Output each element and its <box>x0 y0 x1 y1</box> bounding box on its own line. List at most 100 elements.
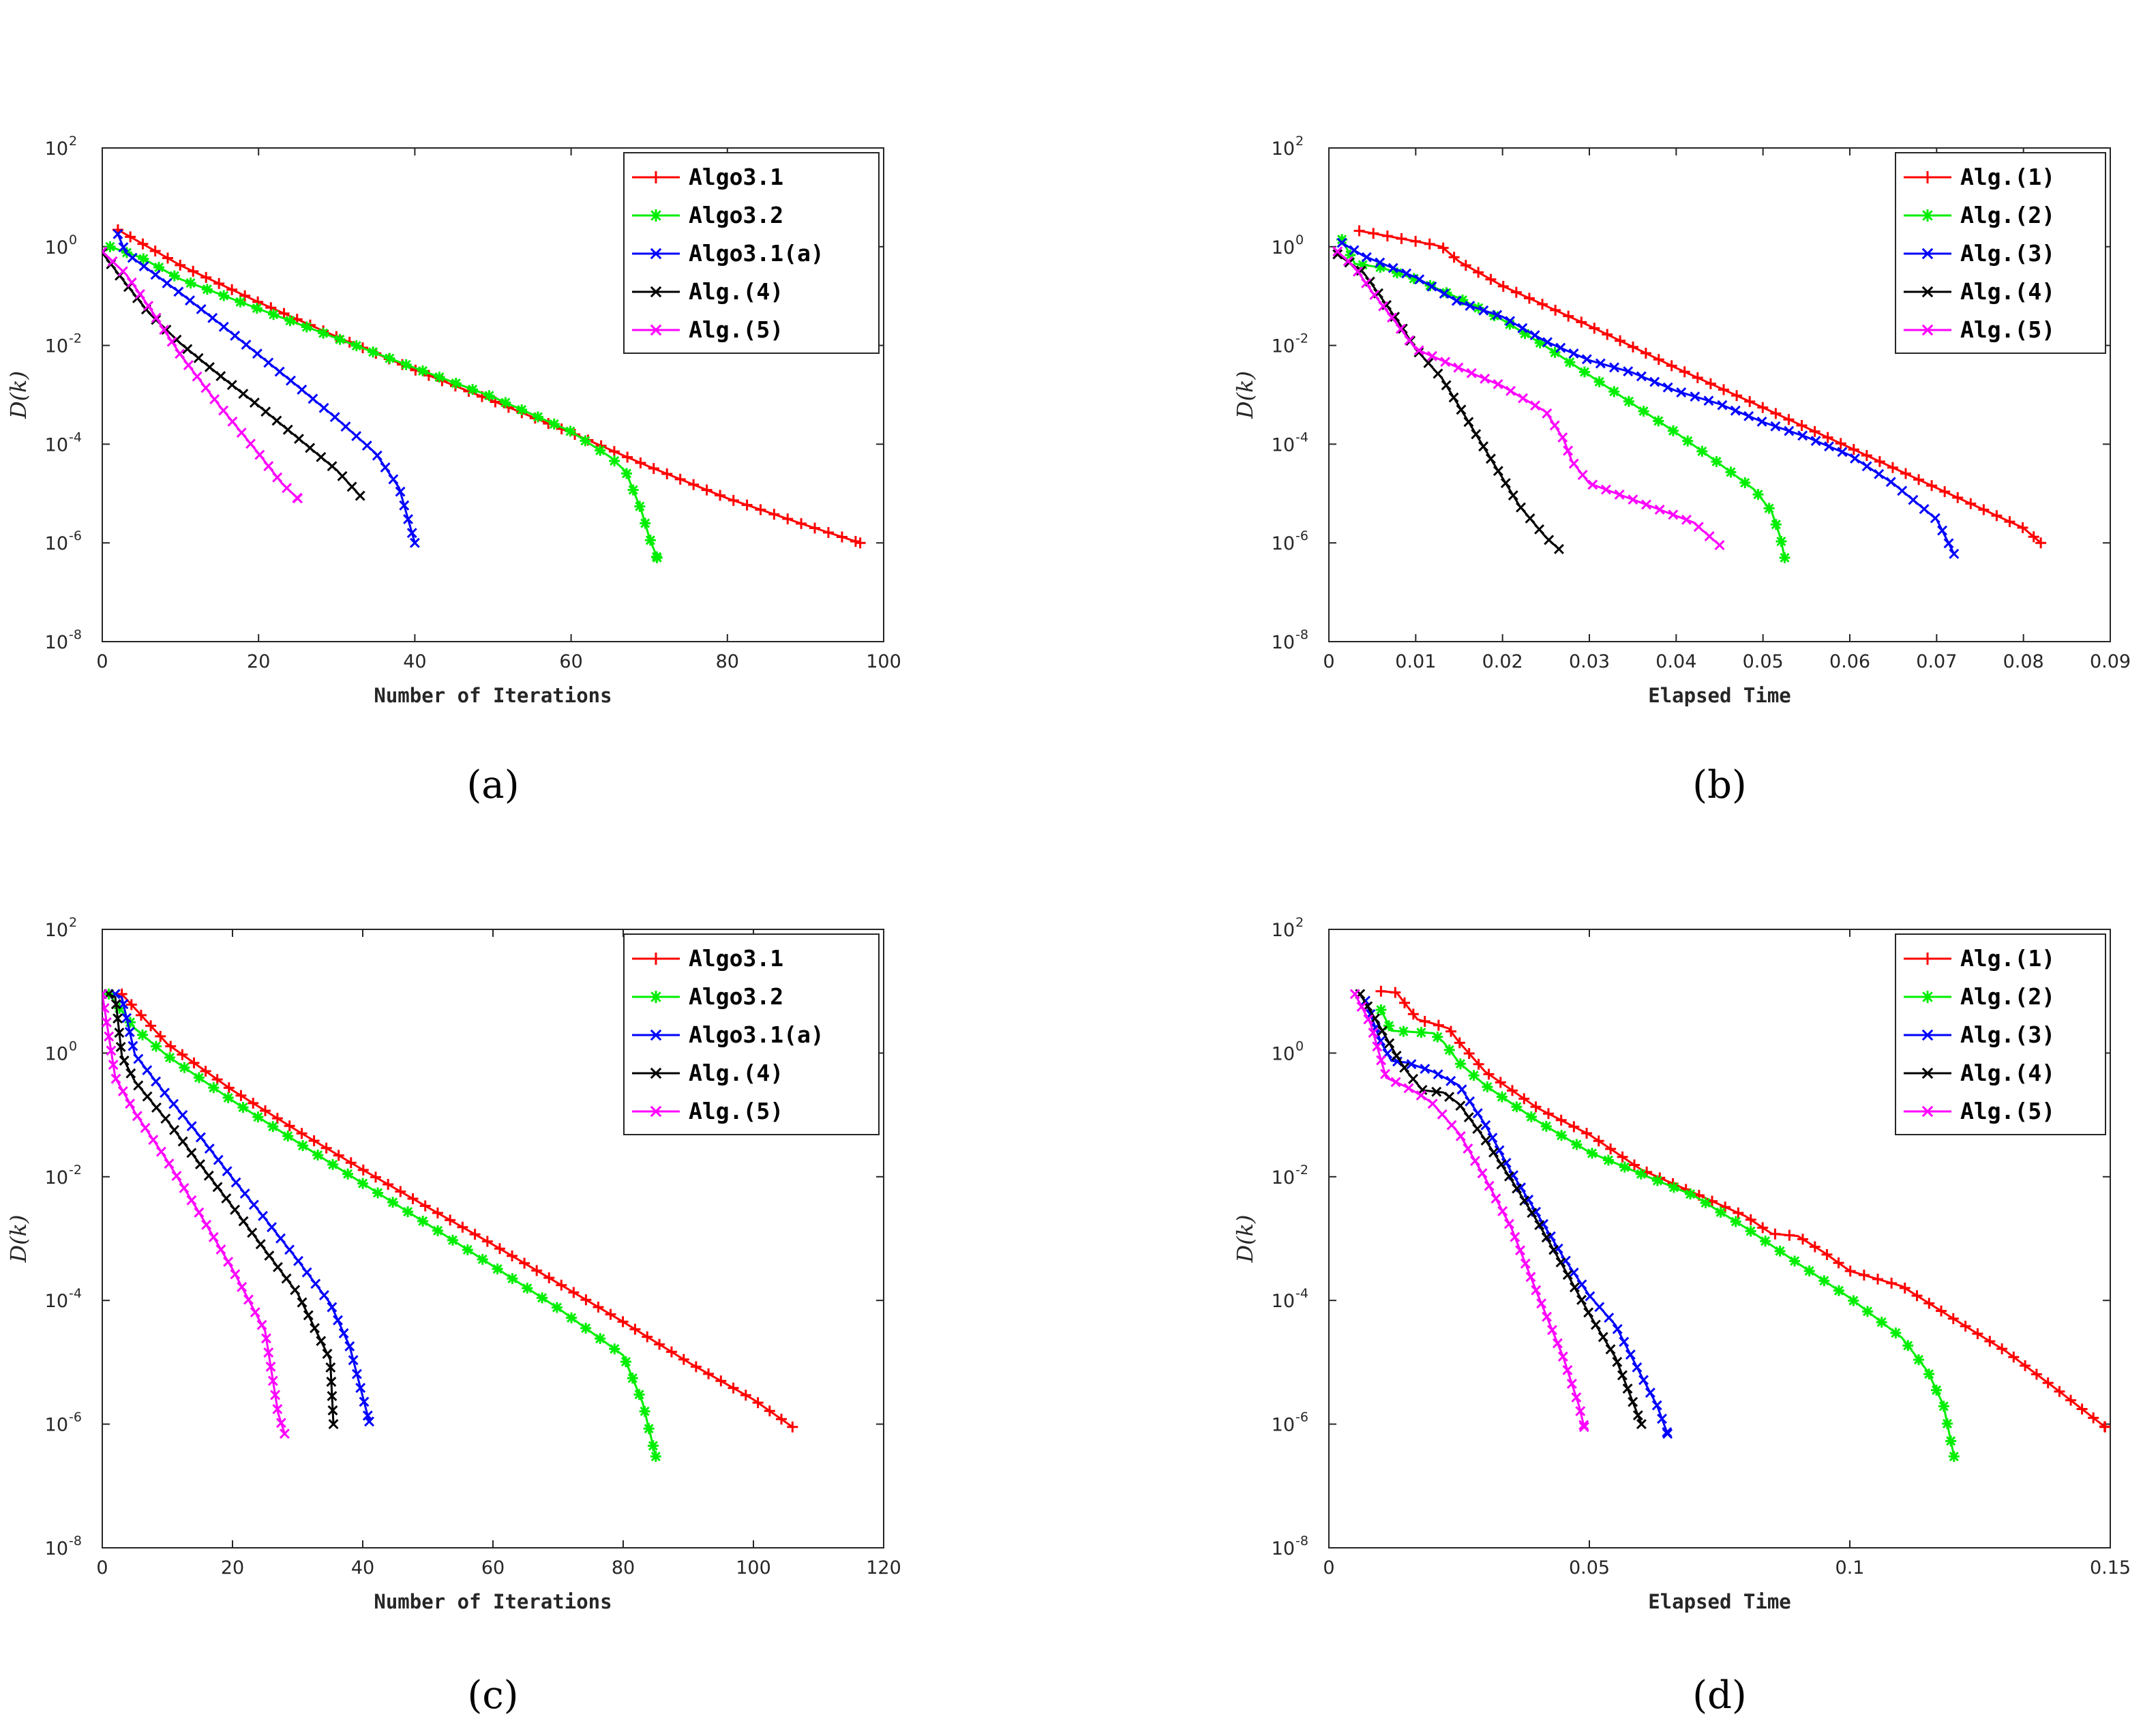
data-point-marker <box>1568 458 1579 469</box>
marker-stroke <box>1850 453 1860 464</box>
marker-stroke <box>1496 1159 1507 1170</box>
marker-stroke <box>125 1068 136 1079</box>
data-point-marker <box>333 1315 343 1326</box>
series-line <box>108 993 335 1424</box>
data-point-marker <box>249 398 260 408</box>
data-point-marker <box>2099 1421 2110 1433</box>
marker-stroke <box>1771 520 1781 530</box>
data-point-marker <box>1562 1270 1573 1281</box>
data-point-marker <box>650 1067 662 1079</box>
data-point-marker <box>241 340 252 350</box>
y-tick-exponent: -2 <box>1295 1163 1308 1178</box>
data-point-marker <box>1577 470 1588 480</box>
data-point-marker <box>308 393 318 404</box>
data-point-marker <box>1472 1124 1483 1134</box>
marker-stroke <box>1569 1282 1580 1293</box>
data-point-marker <box>1919 504 1930 515</box>
data-point-marker <box>467 384 479 395</box>
data-point-marker <box>279 1428 290 1439</box>
marker-stroke <box>247 1227 258 1238</box>
marker-stroke <box>340 421 351 432</box>
marker-stroke <box>227 416 238 427</box>
data-point-marker <box>117 266 128 277</box>
marker-stroke <box>1745 1226 1756 1236</box>
data-point-marker <box>1874 468 1885 479</box>
data-point-marker <box>1507 1085 1518 1096</box>
data-point-marker <box>1784 1229 1795 1241</box>
data-point-marker <box>267 1121 279 1133</box>
marker-stroke <box>1583 1307 1594 1318</box>
data-point-marker <box>1593 376 1605 387</box>
data-point-marker <box>350 340 362 352</box>
data-point-marker <box>1485 273 1497 285</box>
marker-stroke <box>1510 1231 1520 1242</box>
data-point-marker <box>1376 1055 1387 1066</box>
data-point-marker <box>209 394 220 405</box>
data-point-marker <box>1510 286 1522 298</box>
data-point-marker <box>118 242 129 253</box>
data-point-marker <box>143 301 154 312</box>
marker-stroke <box>1651 1400 1662 1411</box>
data-point-marker <box>151 1102 162 1113</box>
data-point-marker <box>195 1159 205 1170</box>
data-point-marker <box>275 1418 286 1428</box>
data-point-marker <box>1375 257 1385 268</box>
marker-stroke <box>1578 1422 1589 1433</box>
data-point-marker <box>2004 516 2015 528</box>
data-point-marker <box>125 1098 136 1109</box>
marker-stroke <box>1484 1180 1495 1191</box>
chart-panel-2: 0 0.01 0.02 0.03 0.04 0.05 0.06 0.07 0.08 0.0910-… <box>1232 134 2131 807</box>
data-point-marker <box>1692 372 1703 383</box>
data-point-marker <box>1518 1093 1530 1105</box>
marker-stroke <box>610 1344 620 1354</box>
data-point-marker <box>650 1105 662 1118</box>
marker-stroke <box>1562 1365 1573 1375</box>
data-point-marker <box>1938 1401 1949 1412</box>
data-point-marker <box>1444 1092 1455 1103</box>
marker-stroke <box>303 1310 314 1321</box>
data-point-marker <box>265 1361 276 1372</box>
x-axis-label: Elapsed Time <box>1648 684 1791 707</box>
data-point-marker <box>1756 416 1767 427</box>
data-point-marker <box>1404 335 1415 346</box>
data-point-marker <box>1419 1015 1430 1027</box>
data-point-marker <box>1833 1257 1844 1269</box>
marker-stroke <box>373 1188 383 1198</box>
marker-stroke <box>1390 312 1400 323</box>
legend-entry-label: Alg.(4) <box>689 278 783 305</box>
marker-stroke <box>1617 1370 1628 1381</box>
data-point-marker <box>419 1200 431 1212</box>
data-point-marker <box>175 348 185 359</box>
data-point-marker <box>1810 436 1821 447</box>
marker-stroke <box>1488 1147 1499 1158</box>
marker-stroke <box>1493 379 1503 389</box>
x-tick-label: 0 <box>96 651 108 672</box>
data-point-marker <box>1566 1378 1577 1389</box>
data-point-marker <box>1471 429 1482 440</box>
data-point-marker <box>388 474 399 485</box>
data-point-marker <box>150 1041 162 1052</box>
legend-entry-label: Alg.(4) <box>689 1060 783 1086</box>
marker-stroke <box>1652 1176 1662 1186</box>
data-point-marker <box>1615 335 1626 346</box>
marker-stroke <box>1361 252 1372 263</box>
marker-stroke <box>1542 408 1553 419</box>
marker-stroke <box>1861 461 1872 472</box>
marker-stroke <box>1824 441 1834 452</box>
marker-stroke <box>338 1328 349 1338</box>
marker-stroke <box>1397 323 1408 334</box>
marker-stroke <box>1938 1401 1949 1411</box>
data-point-marker <box>237 1281 248 1292</box>
data-point-marker <box>211 1074 223 1086</box>
data-point-marker <box>648 463 659 475</box>
data-point-marker <box>149 245 161 257</box>
data-point-marker <box>1497 1206 1508 1216</box>
data-point-marker <box>204 1143 215 1154</box>
marker-stroke <box>284 1244 295 1255</box>
data-point-marker <box>1602 1154 1614 1166</box>
data-point-marker <box>1463 1143 1473 1154</box>
marker-stroke <box>620 1357 631 1367</box>
marker-stroke <box>1336 237 1347 248</box>
data-point-marker <box>162 252 173 264</box>
data-point-marker <box>1921 171 1934 183</box>
